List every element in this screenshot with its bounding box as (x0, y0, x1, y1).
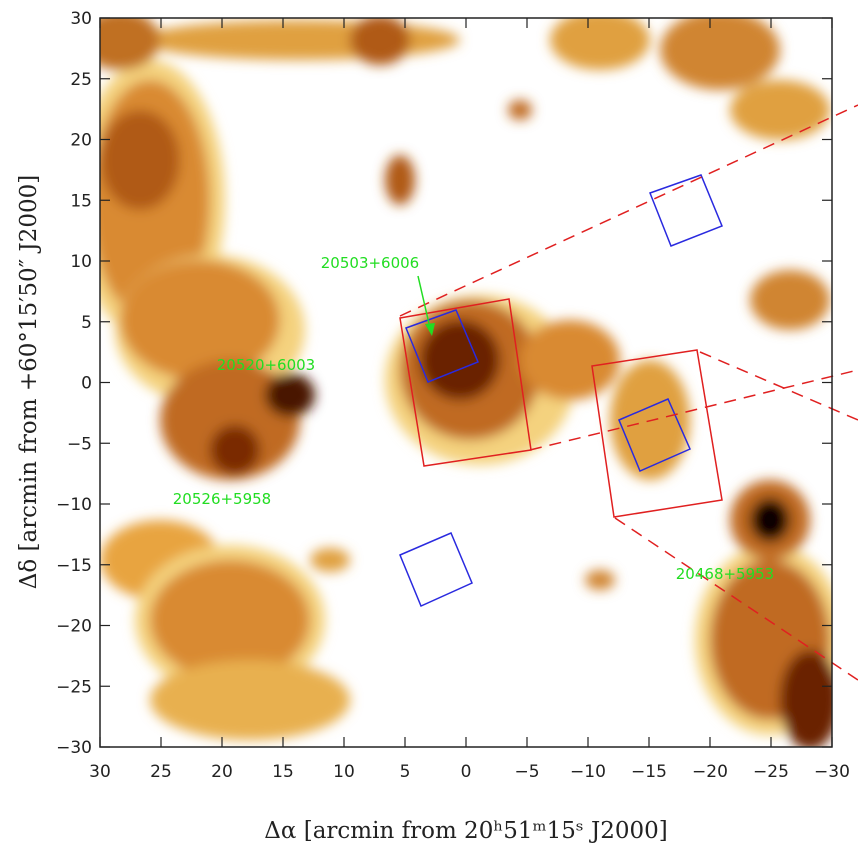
blob (750, 270, 830, 330)
x-tick-label: 15 (272, 762, 294, 782)
dashed-line (614, 517, 858, 681)
intensity-map (100, 18, 832, 747)
dashed-line (699, 351, 858, 421)
blob (120, 260, 280, 380)
blob (350, 18, 410, 65)
blob (265, 373, 315, 417)
x-tick-label: −30 (814, 762, 850, 782)
blob (140, 20, 460, 60)
x-tick-label: 30 (89, 762, 111, 782)
blue-box (399, 532, 473, 608)
blue-box (405, 309, 479, 383)
blob (750, 498, 790, 542)
blob (660, 18, 780, 90)
x-tick-label: 0 (461, 762, 472, 782)
y-tick-label: −10 (56, 495, 92, 515)
blob (100, 18, 160, 70)
blob (100, 110, 180, 210)
arrow-head (425, 323, 435, 336)
x-axis-label: Δα [arcmin from 20ʰ51ᵐ15ˢ J2000] (264, 818, 667, 844)
blue-box (649, 174, 723, 247)
y-tick-label: −15 (56, 556, 92, 576)
x-tick-label: 25 (150, 762, 172, 782)
source-label: 20520+6003 (217, 356, 315, 374)
blob (385, 155, 415, 205)
y-tick-label: −30 (56, 738, 92, 758)
blob (730, 80, 830, 140)
blue-box (618, 398, 691, 472)
blob (420, 320, 500, 400)
y-tick-label: −25 (56, 677, 92, 697)
source-label: 20503+6006 (321, 254, 419, 272)
blob (585, 570, 615, 590)
x-tick-label: −20 (692, 762, 728, 782)
arrow (417, 275, 431, 329)
y-tick-label: 25 (70, 70, 92, 90)
y-tick-label: −5 (67, 434, 92, 454)
x-tick-label: 10 (333, 762, 355, 782)
source-label: 20526+5958 (173, 490, 271, 508)
blob (150, 560, 310, 680)
blob (508, 100, 532, 120)
blob (520, 320, 620, 400)
overlays (399, 104, 858, 681)
x-tick-label: −10 (570, 762, 606, 782)
dashed-line (399, 104, 858, 317)
x-tick-label: −25 (753, 762, 789, 782)
x-tick-label: −5 (514, 762, 539, 782)
blob (550, 18, 650, 70)
y-tick-label: 10 (70, 252, 92, 272)
blob (210, 425, 260, 475)
dashed-line (529, 369, 858, 451)
y-axis-label: Δδ [arcmin from +60°15′50″ J2000] (16, 175, 42, 590)
x-tick-label: 20 (211, 762, 233, 782)
y-tick-label: 5 (81, 313, 92, 333)
red-box (591, 349, 723, 518)
blob (160, 360, 300, 480)
y-tick-label: 30 (70, 9, 92, 29)
x-tick-label: 5 (400, 762, 411, 782)
source-label: 20468+5953 (676, 565, 774, 583)
blob (150, 660, 350, 740)
blob (780, 650, 832, 747)
y-tick-label: 0 (81, 374, 92, 394)
blob (310, 548, 350, 572)
y-tick-label: −20 (56, 617, 92, 637)
y-tick-label: 15 (70, 191, 92, 211)
y-tick-label: 20 (70, 131, 92, 151)
x-tick-label: −15 (631, 762, 667, 782)
